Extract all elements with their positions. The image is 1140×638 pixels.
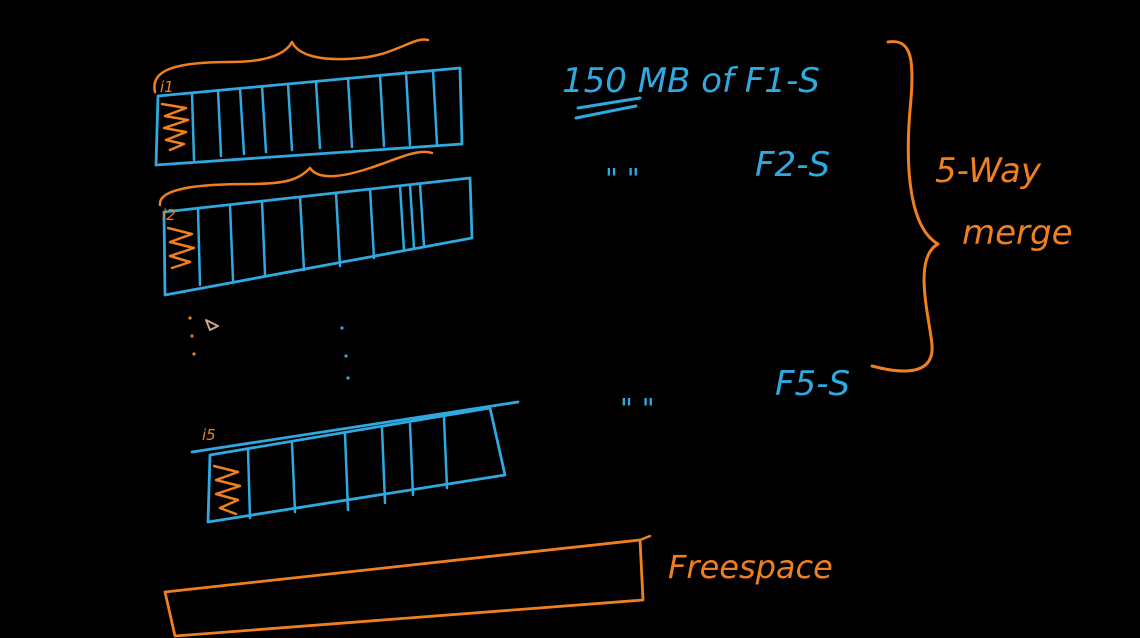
buffer-2-outline bbox=[162, 176, 474, 297]
buffer-2-cells bbox=[196, 182, 426, 287]
pen-cursor-icon bbox=[205, 319, 219, 331]
free-space-label: Freespace bbox=[668, 548, 833, 586]
merge-brace bbox=[870, 40, 940, 373]
buffer-1-brace bbox=[153, 38, 430, 94]
size-note-text: 150 MB of F1-S bbox=[562, 61, 820, 101]
row-5-ditto-marks: " " bbox=[620, 392, 655, 425]
merge-line-2: merge bbox=[962, 213, 1073, 253]
free-space-outline bbox=[163, 538, 645, 638]
buffer-1-cells bbox=[190, 68, 439, 162]
row-5-file-label: F5-S bbox=[775, 364, 850, 404]
free-space-buffer bbox=[163, 534, 652, 638]
buffer-5-consumed-scribble bbox=[212, 464, 242, 516]
vertical-ellipsis bbox=[188, 316, 350, 380]
row-2-file-label: F2-S bbox=[755, 145, 830, 185]
buffer-1-outline bbox=[154, 66, 464, 167]
buffer-2-brace bbox=[158, 150, 434, 207]
merge-line-1: 5-Way bbox=[935, 151, 1042, 191]
input-buffer-1: i1 bbox=[153, 38, 464, 167]
buffer-5-outline bbox=[190, 400, 520, 524]
buffer-1-consumed-scribble bbox=[160, 102, 190, 152]
buffer-2-consumed-scribble bbox=[166, 226, 196, 270]
input-buffer-2: i2 bbox=[158, 150, 474, 297]
buffer-1-index-label: i1 bbox=[160, 78, 174, 96]
size-underline bbox=[574, 96, 642, 120]
row-2-ditto-marks: " " bbox=[605, 162, 640, 195]
buffer-5-cells bbox=[246, 416, 449, 520]
input-buffer-5: i5 bbox=[190, 400, 520, 524]
buffer-2-index-label: i2 bbox=[162, 206, 176, 224]
buffer-5-index-label: i5 bbox=[202, 426, 216, 444]
